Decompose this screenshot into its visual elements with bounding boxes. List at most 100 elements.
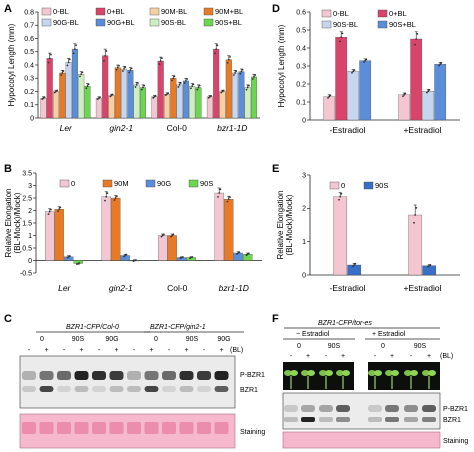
data-point	[197, 86, 200, 89]
bar	[53, 91, 60, 119]
blot-c-lane-sign: -	[168, 347, 171, 354]
legend-swatch	[329, 181, 340, 190]
data-point	[196, 88, 199, 91]
bar	[347, 71, 360, 121]
seedling-leaf	[422, 370, 430, 376]
data-point	[158, 63, 161, 66]
bar	[214, 192, 224, 261]
blot-c-band-pbzr1	[162, 371, 176, 380]
data-point	[251, 78, 254, 80]
bar	[182, 80, 189, 119]
x-category-label: gin2-1	[109, 283, 133, 293]
legend-label: 90G+BL	[107, 18, 135, 27]
bar	[139, 87, 146, 119]
blot-f-band-bzr1	[422, 417, 436, 422]
blot-c-stain-band	[22, 422, 36, 434]
data-point	[170, 235, 172, 238]
y-tick-label: 0.5	[24, 49, 34, 56]
data-point	[79, 75, 81, 78]
bar	[78, 74, 85, 119]
data-point	[222, 89, 225, 92]
blot-c-stain-band	[109, 422, 124, 434]
data-point	[353, 69, 356, 72]
blot-c-stain-band	[127, 422, 141, 434]
x-category-label: bzr1-1D	[217, 123, 247, 133]
x-category-label: bzr1-1D	[219, 283, 249, 293]
blot-c-lane-sign: -	[98, 347, 101, 354]
data-point	[415, 38, 418, 40]
data-point	[47, 213, 50, 215]
data-point	[48, 210, 51, 213]
legend-label: 0-BL	[333, 9, 349, 18]
legend-label: 90M-BL	[161, 7, 187, 16]
data-point	[413, 221, 415, 224]
data-point	[353, 264, 356, 266]
data-point	[109, 95, 112, 98]
data-point	[178, 83, 181, 86]
blot-c-lane-sign: +	[44, 347, 48, 354]
legend-swatch	[145, 179, 156, 188]
data-point	[105, 50, 108, 52]
data-point	[254, 74, 257, 76]
legend-label: 0+BL	[389, 9, 407, 18]
bar	[238, 71, 245, 119]
y-tick-label: 0.5	[22, 245, 32, 252]
data-point	[364, 59, 367, 62]
blot-f-plus-estradiol: + Estradiol	[372, 331, 406, 338]
blot-c-band-pbzr1	[109, 371, 124, 380]
data-point	[240, 70, 243, 73]
blot-f-band-pbzr1	[336, 405, 350, 412]
data-point	[130, 67, 133, 70]
seedling-leaf	[391, 370, 399, 376]
blot-f-band-bzr1	[284, 417, 298, 422]
y-axis-label: Hypocotyl Length (mm)	[7, 23, 16, 106]
bar	[65, 62, 72, 119]
blot-f-lane-sign: -	[374, 353, 377, 360]
bar	[40, 97, 47, 119]
blot-c: BZR1-CFP/Col-0 BZR1-CFP/gin2-1 0 90S 90G 0 9…	[19, 324, 265, 449]
blot-c-group-label: 90S	[72, 336, 85, 343]
data-point	[143, 84, 146, 87]
data-point	[363, 61, 365, 63]
blot-c-lane-sign: -	[203, 347, 206, 354]
panel-label-b: B	[4, 163, 12, 175]
bar	[225, 59, 232, 119]
data-point	[327, 97, 329, 99]
y-tick-label: 2	[302, 206, 306, 213]
data-point	[402, 95, 404, 98]
blot-f-band-bzr1	[404, 417, 418, 422]
data-point	[159, 60, 162, 62]
blot-c-lane-sign: -	[28, 347, 31, 354]
data-point	[140, 88, 143, 91]
data-point	[172, 233, 175, 236]
data-point	[214, 52, 216, 55]
y-tick-label: 0.1	[296, 99, 306, 106]
bar	[224, 199, 234, 261]
bar	[71, 48, 78, 119]
legend-swatch	[149, 18, 160, 27]
bar	[45, 211, 55, 261]
data-point	[106, 192, 109, 195]
blot-f-lane-sign: +	[390, 353, 394, 360]
data-point	[191, 256, 194, 258]
legend-swatch	[321, 20, 332, 29]
blot-f-bzr1-label: BZR1	[443, 417, 461, 424]
y-tick-label: 0	[28, 258, 32, 265]
blot-c-header-gin2: BZR1-CFP/gin2-1	[150, 324, 206, 331]
blot-c-group-label: 90G	[217, 336, 230, 343]
y-tick-label: 0.8	[24, 9, 34, 16]
bar	[195, 87, 202, 119]
bar	[133, 84, 140, 119]
legend-label: 90M	[114, 179, 129, 188]
seedling-photo-minus	[283, 362, 354, 390]
bar	[243, 254, 253, 261]
data-point	[47, 61, 50, 64]
data-point	[173, 75, 176, 78]
data-point	[152, 96, 155, 99]
blot-c-band-pbzr1	[127, 371, 141, 380]
bar	[157, 60, 164, 119]
x-category-label: Col-0	[167, 283, 188, 293]
data-point	[340, 192, 343, 195]
data-point	[248, 252, 250, 255]
seedling-photo-plus	[368, 362, 440, 390]
